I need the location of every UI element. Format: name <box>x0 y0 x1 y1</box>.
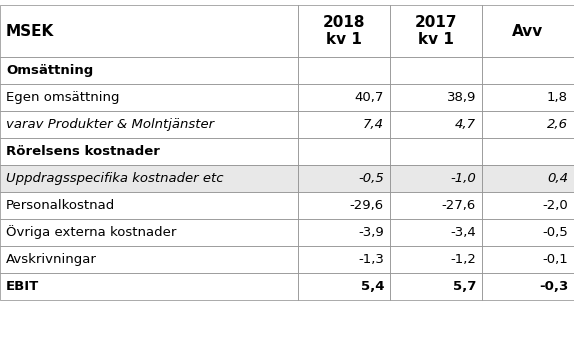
Bar <box>298 57 390 84</box>
Bar <box>0 84 298 111</box>
Text: Egen omsättning: Egen omsättning <box>6 91 119 104</box>
Text: -1,0: -1,0 <box>450 172 476 185</box>
Bar <box>482 57 574 84</box>
Text: Omsättning: Omsättning <box>6 64 93 77</box>
Bar <box>482 246 574 273</box>
Bar <box>0 138 298 165</box>
Bar <box>0 219 298 246</box>
Text: -1,2: -1,2 <box>450 253 476 266</box>
Text: -0,3: -0,3 <box>539 280 568 293</box>
Bar <box>298 246 390 273</box>
Text: 5,7: 5,7 <box>453 280 476 293</box>
Text: -3,4: -3,4 <box>450 226 476 239</box>
Bar <box>298 165 390 192</box>
Bar <box>390 192 482 219</box>
Bar <box>482 219 574 246</box>
Text: Avv: Avv <box>513 23 544 38</box>
Text: 1,8: 1,8 <box>547 91 568 104</box>
Text: Uppdragsspecifika kostnader etc: Uppdragsspecifika kostnader etc <box>6 172 223 185</box>
Bar <box>298 84 390 111</box>
Bar <box>390 5 482 57</box>
Text: Övriga externa kostnader: Övriga externa kostnader <box>6 225 176 239</box>
Bar <box>482 111 574 138</box>
Text: 2,6: 2,6 <box>547 118 568 131</box>
Text: 2017
kv 1: 2017 kv 1 <box>415 15 457 47</box>
Bar <box>390 165 482 192</box>
Bar <box>298 192 390 219</box>
Bar <box>298 5 390 57</box>
Bar <box>482 84 574 111</box>
Text: varav Produkter & Molntjänster: varav Produkter & Molntjänster <box>6 118 214 131</box>
Text: 0,4: 0,4 <box>547 172 568 185</box>
Text: 38,9: 38,9 <box>447 91 476 104</box>
Bar <box>298 273 390 300</box>
Text: Avskrivningar: Avskrivningar <box>6 253 97 266</box>
Text: 40,7: 40,7 <box>355 91 384 104</box>
Bar <box>390 219 482 246</box>
Text: -0,5: -0,5 <box>542 226 568 239</box>
Text: -27,6: -27,6 <box>442 199 476 212</box>
Bar <box>0 192 298 219</box>
Bar <box>482 5 574 57</box>
Bar <box>0 165 298 192</box>
Text: 7,4: 7,4 <box>363 118 384 131</box>
Bar <box>0 5 298 57</box>
Bar <box>0 273 298 300</box>
Text: -2,0: -2,0 <box>542 199 568 212</box>
Text: MSEK: MSEK <box>6 23 55 38</box>
Bar <box>298 219 390 246</box>
Bar <box>390 111 482 138</box>
Bar <box>0 246 298 273</box>
Bar <box>482 192 574 219</box>
Text: Personalkostnad: Personalkostnad <box>6 199 115 212</box>
Text: 5,4: 5,4 <box>360 280 384 293</box>
Text: -0,5: -0,5 <box>358 172 384 185</box>
Bar <box>482 138 574 165</box>
Bar <box>0 57 298 84</box>
Text: EBIT: EBIT <box>6 280 39 293</box>
Bar <box>390 84 482 111</box>
Text: -29,6: -29,6 <box>350 199 384 212</box>
Text: -3,9: -3,9 <box>358 226 384 239</box>
Bar <box>390 273 482 300</box>
Text: -1,3: -1,3 <box>358 253 384 266</box>
Bar <box>298 111 390 138</box>
Bar <box>298 138 390 165</box>
Text: -0,1: -0,1 <box>542 253 568 266</box>
Bar <box>390 246 482 273</box>
Text: 2018
kv 1: 2018 kv 1 <box>323 15 365 47</box>
Text: Rörelsens kostnader: Rörelsens kostnader <box>6 145 160 158</box>
Text: 4,7: 4,7 <box>455 118 476 131</box>
Bar <box>390 57 482 84</box>
Bar <box>482 165 574 192</box>
Bar <box>0 111 298 138</box>
Bar <box>390 138 482 165</box>
Bar <box>482 273 574 300</box>
